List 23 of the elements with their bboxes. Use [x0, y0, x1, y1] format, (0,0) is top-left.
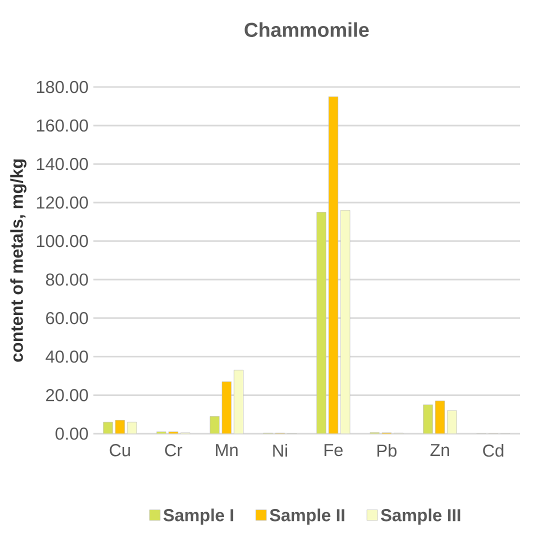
- y-tick-label: 80.00: [46, 273, 88, 286]
- y-tick-label: 20.00: [46, 389, 88, 402]
- x-tick-label: Cd: [483, 444, 504, 457]
- x-tick-label: Mn: [216, 444, 238, 456]
- legend-label: Sample I: [163, 508, 234, 525]
- y-tick-label: 120.00: [36, 196, 88, 209]
- y-tick-label: 40.00: [46, 350, 88, 363]
- y-tick-label: 140.00: [36, 158, 88, 170]
- x-tick-label: Cr: [165, 444, 182, 456]
- y-tick-label: 60.00: [46, 312, 88, 324]
- x-tick-label: Pb: [377, 444, 397, 457]
- y-axis-title: content of metals, mg/kg: [10, 159, 26, 362]
- x-tick-label: Ni: [273, 444, 287, 457]
- y-tick-label: 100.00: [36, 234, 88, 248]
- x-tick-label: Zn: [430, 444, 449, 456]
- y-tick-label: 160.00: [36, 119, 88, 132]
- x-tick-label: Cu: [110, 444, 130, 456]
- chart-title: Chammomile: [244, 22, 369, 37]
- x-tick-label: Fe: [324, 444, 343, 456]
- legend-label: Sample III: [380, 508, 460, 525]
- legend-label: Sample II: [270, 508, 344, 525]
- y-tick-label: 0.00: [56, 428, 88, 440]
- y-tick-label: 180.00: [36, 80, 88, 94]
